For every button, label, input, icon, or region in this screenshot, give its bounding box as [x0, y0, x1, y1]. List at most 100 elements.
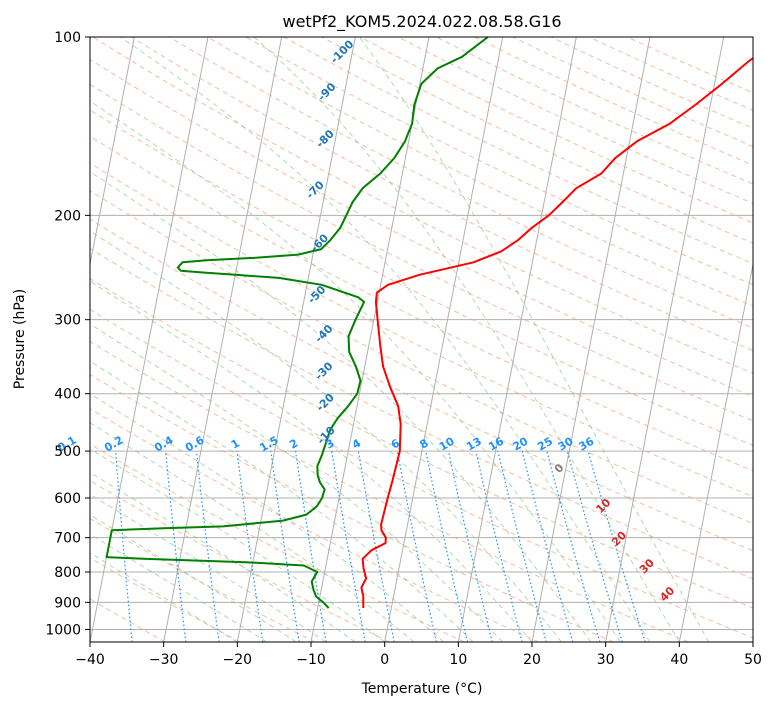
moist-adiabat-line — [90, 393, 444, 642]
isotherm-line — [236, 37, 356, 642]
dry-adiabat-label: -90 — [315, 80, 338, 103]
dry-adiabat-line — [90, 408, 540, 642]
mixing-ratio-line — [295, 451, 327, 642]
dry-adiabat-line — [130, 37, 753, 351]
dry-adiabat-label: -30 — [312, 359, 335, 382]
moist-adiabat-line — [90, 230, 562, 642]
dry-adiabat-line — [92, 37, 753, 374]
mixing-ratio-line — [521, 450, 574, 642]
isotherm-line — [605, 37, 725, 642]
y-tick-label: 500 — [54, 444, 81, 460]
mixing-ratio-line — [195, 451, 220, 642]
profile-lines — [105, 37, 753, 609]
isotherm-line — [310, 37, 430, 642]
y-tick-label: 700 — [54, 531, 81, 547]
dry-adiabat-line — [588, 37, 753, 111]
x-tick-label: −30 — [149, 652, 179, 668]
x-tick-label: 50 — [744, 652, 762, 668]
mixing-ratio-line — [331, 451, 366, 642]
mixing-ratio-line — [236, 451, 264, 642]
moist-adiabat-line — [90, 514, 297, 642]
dry-adiabat-line — [90, 278, 753, 609]
x-tick-label: 10 — [449, 652, 467, 668]
x-tick-label: −40 — [75, 652, 105, 668]
dry-adiabat-line — [207, 37, 753, 307]
x-tick-label: 40 — [670, 652, 688, 668]
y-tick-label: 600 — [54, 491, 81, 507]
moist-adiabat-line — [120, 37, 651, 642]
x-tick-label: 0 — [380, 652, 389, 668]
y-tick-label: 300 — [54, 313, 81, 329]
mixing-ratio-line — [357, 450, 395, 642]
mixing-ratio-label: 2 — [287, 437, 300, 452]
x-tick-label: 30 — [597, 652, 615, 668]
mixing-ratio-line — [270, 451, 300, 642]
dry-adiabat-line — [90, 341, 689, 642]
dry-adiabat-line — [90, 83, 753, 422]
mixing-ratio-line — [587, 450, 646, 642]
mixing-ratio-line — [115, 451, 133, 642]
x-axis-title: Temperature (°C) — [361, 681, 483, 697]
dry-adiabat-line — [90, 557, 241, 642]
mixing-ratio-line — [497, 450, 547, 642]
y-tick-label: 200 — [54, 208, 81, 224]
isotherm-line — [163, 37, 283, 642]
moist-adiabat-line — [90, 100, 621, 642]
moist-adiabat-line — [90, 493, 326, 642]
mixing-ratio-label: 4 — [350, 436, 363, 451]
isotherm-line — [752, 639, 753, 642]
mixing-ratio-line — [566, 450, 623, 642]
y-tick-label: 900 — [54, 595, 81, 611]
y-tick-label: 400 — [54, 387, 81, 403]
plot-frame — [89, 36, 754, 643]
chart-title: wetPf2_KOM5.2024.022.08.58.G16 — [282, 12, 561, 32]
moist-adiabat-line — [90, 422, 415, 642]
temperature-profile-line — [360, 56, 753, 608]
dry-adiabat-line — [90, 308, 753, 639]
moist-adiabat-line — [90, 552, 238, 642]
moist-adiabat-label: 30 — [637, 556, 657, 576]
dry-adiabat-line — [436, 37, 753, 185]
dewpoint-profile-line — [105, 37, 489, 609]
y-axis-title: Pressure (hPa) — [12, 289, 28, 389]
moist-adiabat-line — [90, 533, 268, 642]
dry-adiabat-line — [169, 37, 753, 329]
dry-adiabat-line — [90, 135, 753, 472]
isotherm-line — [90, 37, 135, 267]
x-tick-label: −20 — [223, 652, 253, 668]
dry-adiabat-line — [512, 37, 753, 148]
mixing-ratio-line — [396, 450, 437, 642]
mixing-ratio-line — [447, 450, 493, 642]
dry-adiabat-line — [90, 517, 315, 642]
dry-adiabat-line — [90, 218, 753, 552]
mixing-ratio-label: 1 — [229, 437, 242, 452]
dry-adiabat-label: -20 — [314, 391, 337, 414]
isotherm-line — [531, 37, 651, 642]
dry-adiabat-line — [90, 58, 753, 398]
isotherm-line — [384, 37, 504, 642]
dry-adiabat-line — [90, 109, 753, 446]
moist-adiabat-label: 10 — [593, 496, 613, 516]
mixing-ratio-line — [425, 450, 469, 642]
guide-labels: 0.1 0.2 0.4 0.6 1 1.5 2 3 4 6 8 10 13 16 20 25 30 36-100-… — [55, 37, 677, 604]
grid-layer — [90, 37, 753, 642]
x-tick-label: 20 — [523, 652, 541, 668]
dry-adiabat-line — [474, 37, 753, 166]
dry-adiabat-line — [90, 443, 465, 642]
moist-adiabat-label: 20 — [609, 529, 629, 549]
moist-adiabat-line — [253, 37, 680, 642]
dry-adiabat-line — [90, 374, 614, 642]
guide-lines — [90, 37, 753, 642]
y-tick-label: 1000 — [45, 622, 81, 638]
dry-adiabat-label: -10 — [315, 424, 338, 447]
mixing-ratio-label: 8 — [417, 437, 430, 452]
mixing-ratio-line — [475, 450, 523, 642]
dry-adiabat-line — [90, 247, 753, 580]
moist-adiabat-line — [90, 360, 474, 642]
y-tick-label: 100 — [54, 30, 81, 46]
moist-adiabat-line — [90, 323, 503, 642]
moist-adiabat-line — [359, 37, 710, 642]
y-tick-label: 800 — [54, 565, 81, 581]
moist-adiabat-line — [90, 171, 592, 642]
x-tick-label: −10 — [296, 652, 326, 668]
